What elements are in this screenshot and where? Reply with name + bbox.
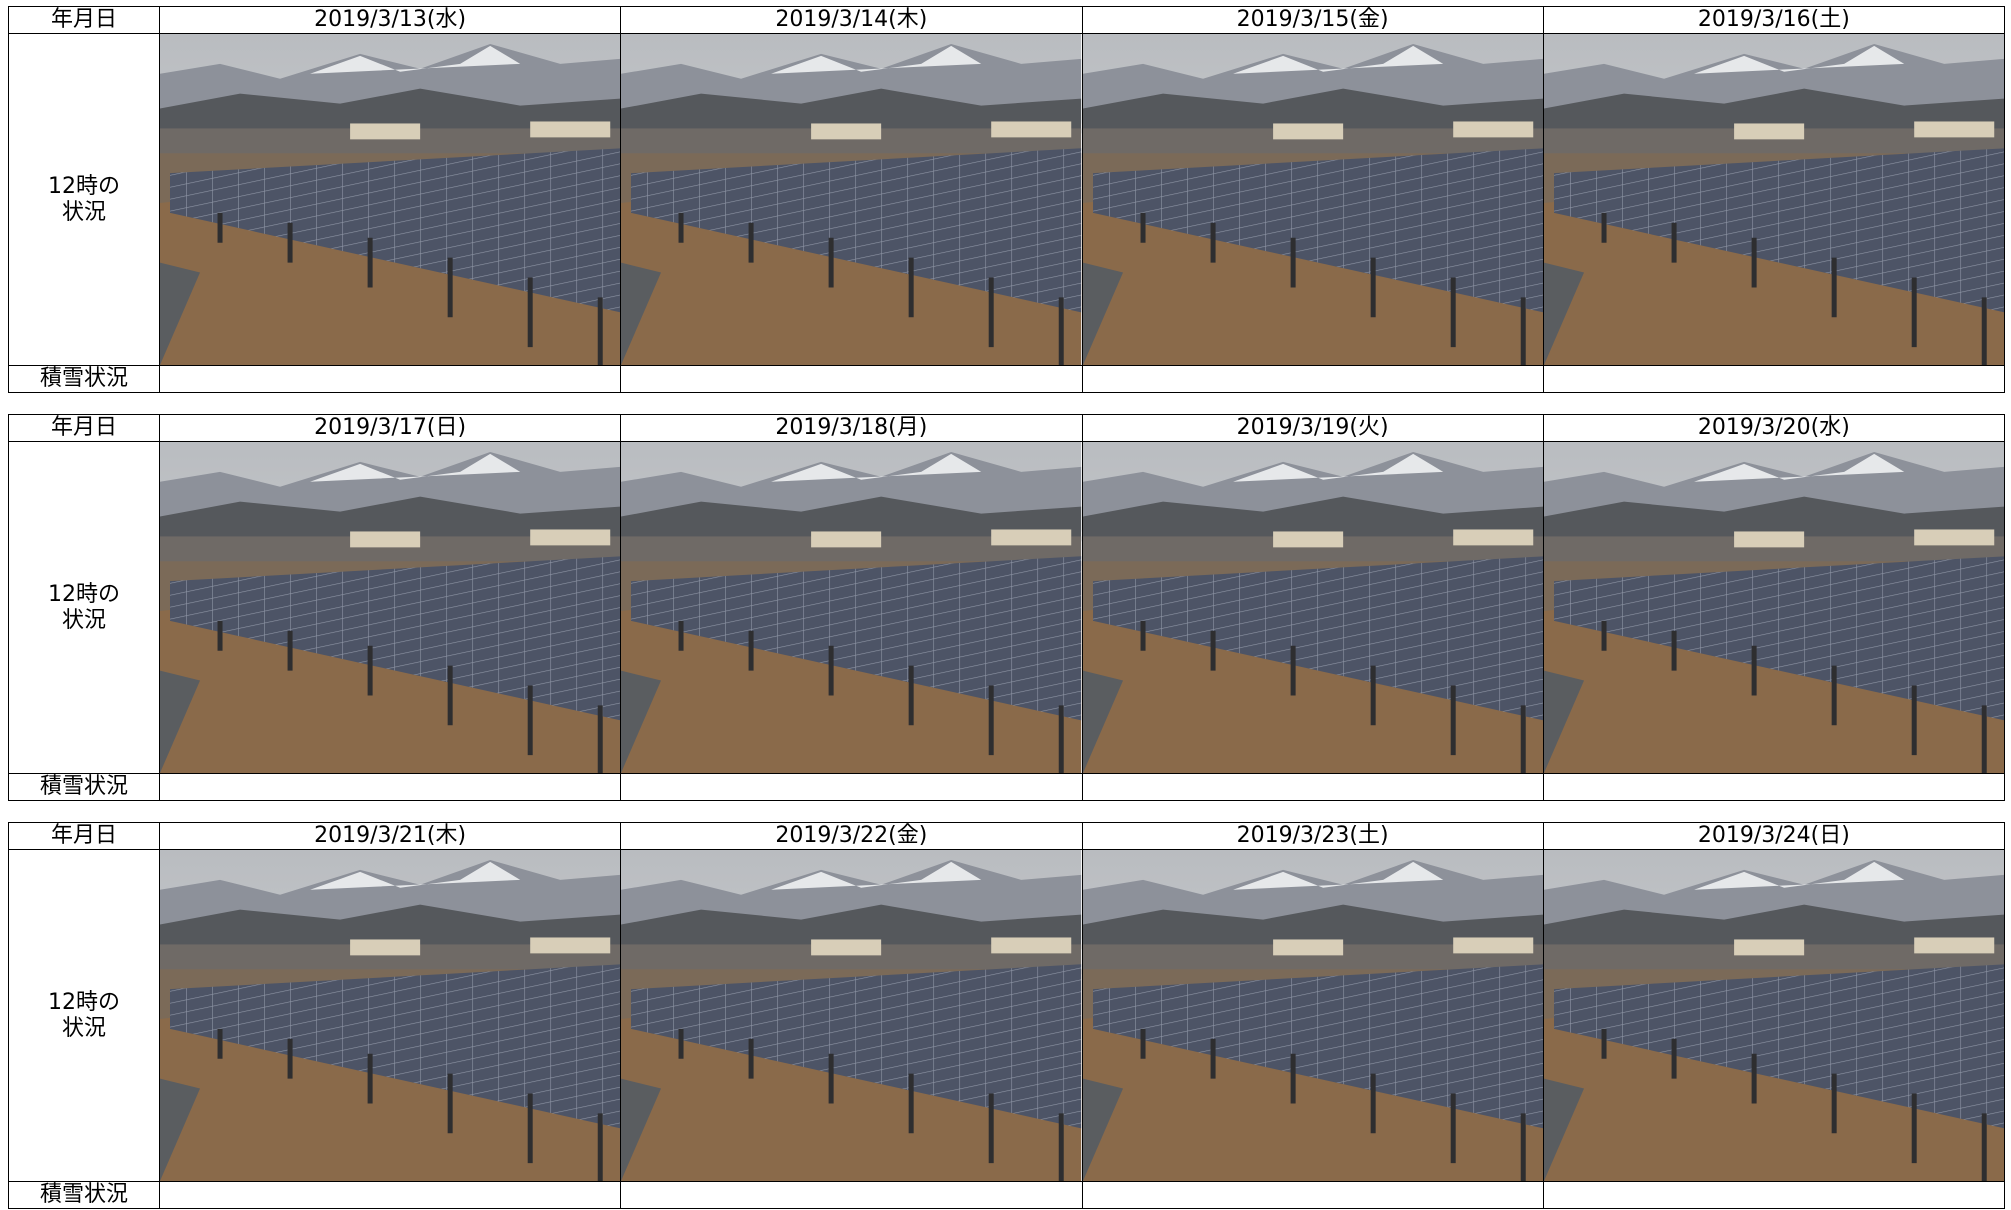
camera-photo — [621, 442, 1081, 773]
camera-photo — [1083, 850, 1543, 1181]
photo-cell — [158, 441, 622, 774]
camera-photo — [160, 34, 620, 365]
camera-photo — [1544, 850, 2004, 1181]
photo-cell — [1081, 33, 1544, 366]
camera-photo — [1544, 442, 2004, 773]
date-cell: 2019/3/24(日) — [1542, 822, 2006, 850]
snow-cell — [158, 773, 622, 801]
photo-cell — [620, 441, 1083, 774]
date-header: 年月日 — [8, 822, 160, 850]
image-label: 12時の 状況 — [8, 849, 160, 1182]
image-row: 12時の 状況 — [8, 33, 2006, 366]
camera-photo — [1083, 442, 1543, 773]
photo-cell — [1542, 441, 2006, 774]
date-row: 年月日 2019/3/21(木) 2019/3/22(金) 2019/3/23(土) 2… — [8, 822, 2006, 850]
photo-cell — [158, 849, 622, 1182]
snow-cell — [158, 1181, 622, 1209]
date-cell: 2019/3/23(土) — [1081, 822, 1544, 850]
camera-photo — [621, 850, 1081, 1181]
snow-cell — [620, 773, 1083, 801]
photo-table: 年月日 2019/3/21(木) 2019/3/22(金) 2019/3/23(土) 2… — [8, 822, 2006, 1209]
date-row: 年月日 2019/3/17(日) 2019/3/18(月) 2019/3/19(火) 2… — [8, 414, 2006, 442]
snow-cell — [158, 365, 622, 393]
photo-cell — [158, 33, 622, 366]
snow-cell — [1081, 773, 1544, 801]
photo-table: 年月日 2019/3/17(日) 2019/3/18(月) 2019/3/19(火) 2… — [8, 414, 2006, 801]
photo-cell — [620, 33, 1083, 366]
date-cell: 2019/3/19(火) — [1081, 414, 1544, 442]
photo-cell — [1081, 441, 1544, 774]
camera-photo — [621, 34, 1081, 365]
snow-label: 積雪状況 — [8, 773, 160, 801]
camera-photo — [160, 850, 620, 1181]
snow-label: 積雪状況 — [8, 365, 160, 393]
image-label: 12時の 状況 — [8, 441, 160, 774]
date-cell: 2019/3/18(月) — [620, 414, 1083, 442]
camera-photo — [1544, 34, 2004, 365]
date-cell: 2019/3/15(金) — [1081, 6, 1544, 34]
snow-cell — [1081, 365, 1544, 393]
photo-cell — [1542, 33, 2006, 366]
snow-cell — [1542, 773, 2006, 801]
photo-cell — [620, 849, 1083, 1182]
date-header: 年月日 — [8, 414, 160, 442]
snow-row: 積雪状況 — [8, 1181, 2006, 1209]
date-cell: 2019/3/16(土) — [1542, 6, 2006, 34]
photo-cell — [1081, 849, 1544, 1182]
date-cell: 2019/3/13(水) — [158, 6, 622, 34]
camera-photo — [1083, 34, 1543, 365]
date-cell: 2019/3/20(水) — [1542, 414, 2006, 442]
snow-cell — [620, 365, 1083, 393]
snow-row: 積雪状況 — [8, 365, 2006, 393]
snow-label: 積雪状況 — [8, 1181, 160, 1209]
date-header: 年月日 — [8, 6, 160, 34]
snow-row: 積雪状況 — [8, 773, 2006, 801]
photo-cell — [1542, 849, 2006, 1182]
snow-cell — [1542, 365, 2006, 393]
snow-cell — [1542, 1181, 2006, 1209]
date-cell: 2019/3/21(木) — [158, 822, 622, 850]
date-row: 年月日 2019/3/13(水) 2019/3/14(木) 2019/3/15(金) 2… — [8, 6, 2006, 34]
date-cell: 2019/3/14(木) — [620, 6, 1083, 34]
date-cell: 2019/3/17(日) — [158, 414, 622, 442]
date-cell: 2019/3/22(金) — [620, 822, 1083, 850]
snow-cell — [1081, 1181, 1544, 1209]
snow-cell — [620, 1181, 1083, 1209]
image-row: 12時の 状況 — [8, 849, 2006, 1182]
image-row: 12時の 状況 — [8, 441, 2006, 774]
photo-table: 年月日 2019/3/13(水) 2019/3/14(木) 2019/3/15(金) 2… — [8, 6, 2006, 393]
camera-photo — [160, 442, 620, 773]
image-label: 12時の 状況 — [8, 33, 160, 366]
